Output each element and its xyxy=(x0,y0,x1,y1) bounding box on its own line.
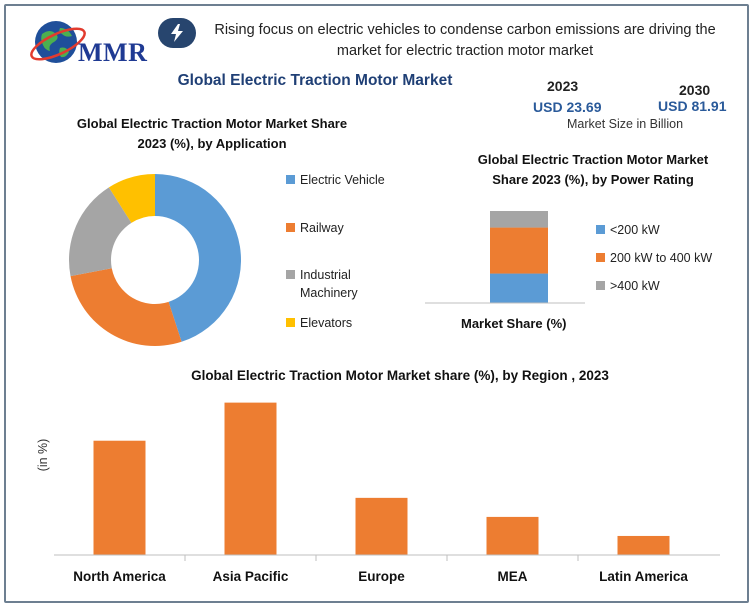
legend-item-industrial-machinery: Industrial Machinery xyxy=(286,266,400,302)
legend-item-electric-vehicle: Electric Vehicle xyxy=(286,171,400,189)
value-start: USD 23.69 xyxy=(533,99,602,115)
logo-text: MMR xyxy=(78,38,148,67)
region-bar-asia-pacific xyxy=(224,402,277,555)
legend-swatch xyxy=(596,225,605,234)
stack-segment-200-kw xyxy=(490,273,548,303)
legend-item-200-kw: <200 kW xyxy=(596,221,660,239)
legend-swatch xyxy=(286,223,295,232)
legend-swatch xyxy=(286,175,295,184)
donut-slice-railway xyxy=(70,268,182,346)
headline: Rising focus on electric vehicles to con… xyxy=(214,22,716,59)
legend-label: 200 kW to 400 kW xyxy=(610,251,713,265)
region-tick-latin-america: Latin America xyxy=(599,569,688,584)
legend-label: <200 kW xyxy=(610,223,660,237)
power-chart-title: Global Electric Traction Motor Market Sh… xyxy=(477,152,709,187)
legend-swatch xyxy=(286,318,295,327)
market-size-label: Market Size in Billion xyxy=(567,117,684,131)
region-bar-chart: (in %) North America Asia Pacific Europe ME… xyxy=(36,402,720,584)
region-tick-mea: MEA xyxy=(498,569,528,584)
legend-swatch xyxy=(596,253,605,262)
region-bar-mea xyxy=(486,516,539,555)
legend-label: Railway xyxy=(300,221,344,235)
application-donut-chart xyxy=(69,174,241,346)
year-start: 2023 xyxy=(547,78,579,94)
region-tick-north-america: North America xyxy=(73,569,166,584)
power-stacked-bar-chart xyxy=(425,211,585,304)
legend-item-400-kw: >400 kW xyxy=(596,277,660,295)
region-tick-asia-pacific: Asia Pacific xyxy=(213,569,289,584)
globe-icon xyxy=(30,21,86,63)
region-chart-title: Global Electric Traction Motor Market sh… xyxy=(191,368,609,383)
legend-label: Industrial Machinery xyxy=(300,268,358,300)
donut-slice-electric-vehicle xyxy=(155,174,241,342)
legend-item-elevators: Elevators xyxy=(286,314,400,332)
power-xlabel: Market Share (%) xyxy=(461,316,567,331)
stack-segment-400-kw xyxy=(490,211,548,228)
application-chart-title: Global Electric Traction Motor Market Sh… xyxy=(76,116,348,151)
main-title: Global Electric Traction Motor Market xyxy=(177,72,453,89)
region-bar-latin-america xyxy=(617,535,670,555)
region-bar-europe xyxy=(355,497,408,555)
legend-swatch xyxy=(286,270,295,279)
year-end: 2030 xyxy=(679,82,711,98)
region-tick-europe: Europe xyxy=(358,569,405,584)
legend-swatch xyxy=(596,281,605,290)
legend-label: Elevators xyxy=(300,316,353,330)
donut-slice-industrial-machinery xyxy=(69,187,132,277)
legend-item-200-kw-to-400-kw: 200 kW to 400 kW xyxy=(596,249,712,267)
stack-segment-200-kw-to-400-kw xyxy=(490,227,548,274)
donut-slice-elevators xyxy=(108,174,155,223)
region-ylabel: (in %) xyxy=(36,439,50,472)
value-end: USD 81.91 xyxy=(658,98,727,114)
lightning-badge xyxy=(158,18,196,48)
lightning-icon xyxy=(171,24,183,42)
legend-label: >400 kW xyxy=(610,279,660,293)
legend-label: Electric Vehicle xyxy=(300,173,385,187)
legend-item-railway: Railway xyxy=(286,219,400,237)
outer-frame xyxy=(4,4,749,603)
region-bar-north-america xyxy=(93,440,146,555)
